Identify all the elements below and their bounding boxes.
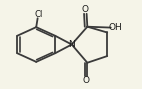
Text: O: O bbox=[82, 5, 89, 14]
Text: OH: OH bbox=[109, 23, 123, 32]
Text: Cl: Cl bbox=[34, 10, 42, 19]
Text: N: N bbox=[68, 40, 75, 49]
Text: O: O bbox=[83, 76, 90, 85]
